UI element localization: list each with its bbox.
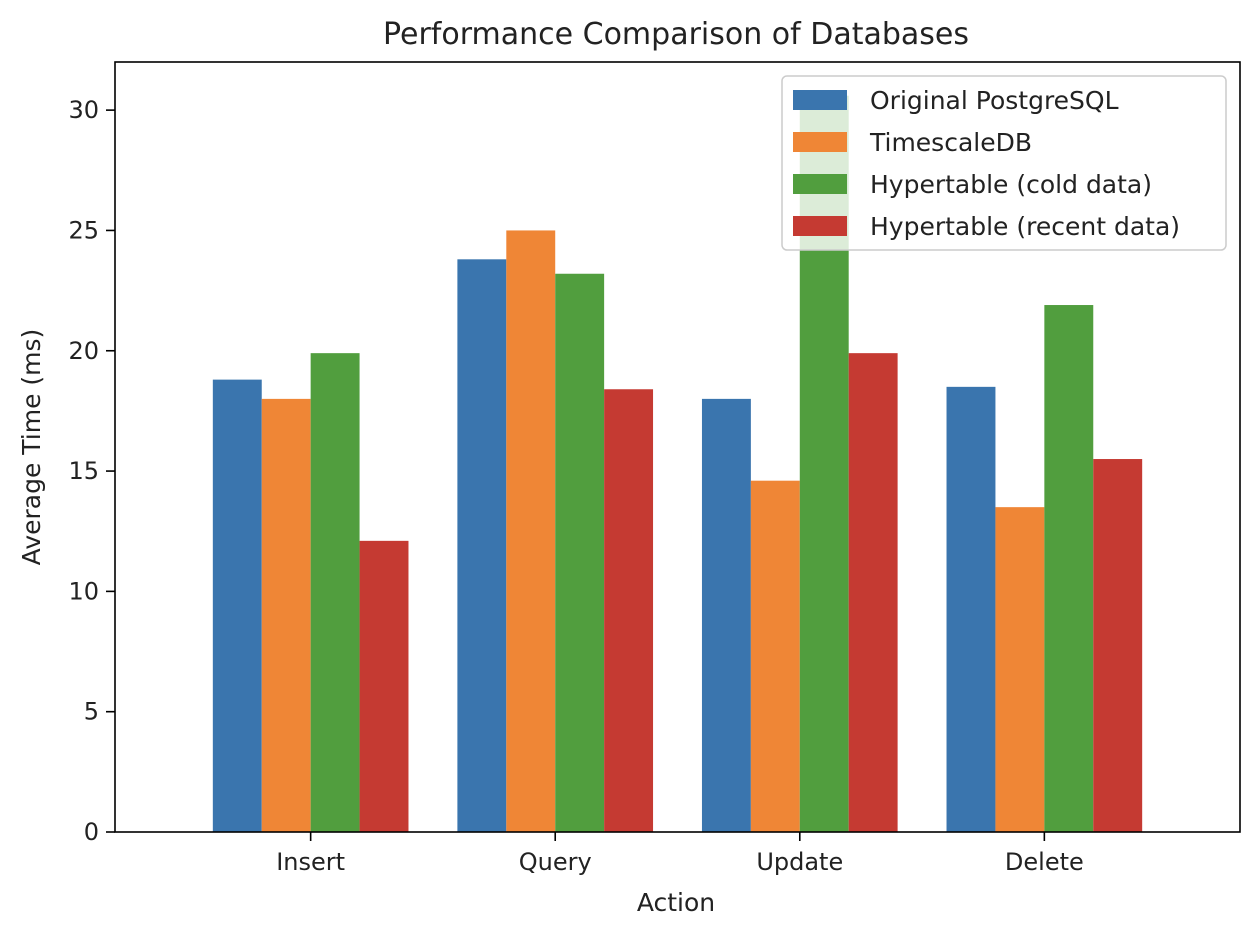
y-tick-label: 5: [84, 698, 99, 726]
legend-swatch: [793, 174, 847, 194]
bar-hypertable-recent-data-update: [848, 353, 898, 832]
y-tick-label: 15: [68, 457, 99, 485]
x-tick-label: Delete: [1005, 848, 1084, 876]
bar-timescaledb-query: [506, 230, 556, 832]
y-tick-label: 25: [68, 216, 99, 244]
bar-original-postgresql-query: [457, 259, 507, 832]
bar-hypertable-recent-data-query: [604, 389, 654, 832]
x-tick-label: Update: [756, 848, 843, 876]
legend-label: TimescaleDB: [869, 128, 1032, 157]
x-axis-label: Action: [637, 888, 715, 917]
bar-original-postgresql-update: [701, 398, 751, 832]
bar-original-postgresql-delete: [946, 386, 996, 832]
legend-box: [781, 75, 1227, 251]
y-tick-label: 30: [68, 96, 99, 124]
y-tick-label: 10: [68, 577, 99, 605]
legend-swatch: [793, 132, 847, 152]
y-axis-label: Average Time (ms): [17, 329, 46, 566]
x-tick-label: Insert: [276, 848, 345, 876]
plot-frame: [114, 61, 1241, 833]
legend-label: Hypertable (recent data): [870, 212, 1180, 241]
bar-timescaledb-update: [750, 480, 800, 832]
bar-original-postgresql-insert: [212, 379, 262, 832]
chart-title: Performance Comparison of Databases: [383, 17, 969, 52]
y-tick-label: 0: [84, 818, 99, 846]
bar-timescaledb-delete: [995, 507, 1045, 832]
legend-swatch: [793, 90, 847, 110]
bar-hypertable-cold-data-insert: [310, 353, 360, 832]
bar-hypertable-cold-data-query: [555, 273, 605, 832]
y-axis: 0 5 10 15 20 25 30: [68, 96, 115, 846]
y-tick-label: 20: [68, 337, 99, 365]
bar-hypertable-recent-data-delete: [1093, 459, 1143, 832]
legend-label: Hypertable (cold data): [870, 170, 1152, 199]
bar-hypertable-recent-data-insert: [359, 540, 409, 832]
bars-group: [212, 95, 1143, 832]
bar-timescaledb-insert: [261, 398, 311, 832]
legend: Original PostgreSQL TimescaleDB Hypertable…: [781, 75, 1227, 251]
x-tick-label: Query: [519, 848, 592, 876]
legend-swatch: [793, 216, 847, 236]
bar-hypertable-cold-data-delete: [1044, 305, 1094, 832]
legend-label: Original PostgreSQL: [870, 86, 1119, 115]
x-axis: Insert Query Update Delete: [276, 832, 1084, 876]
